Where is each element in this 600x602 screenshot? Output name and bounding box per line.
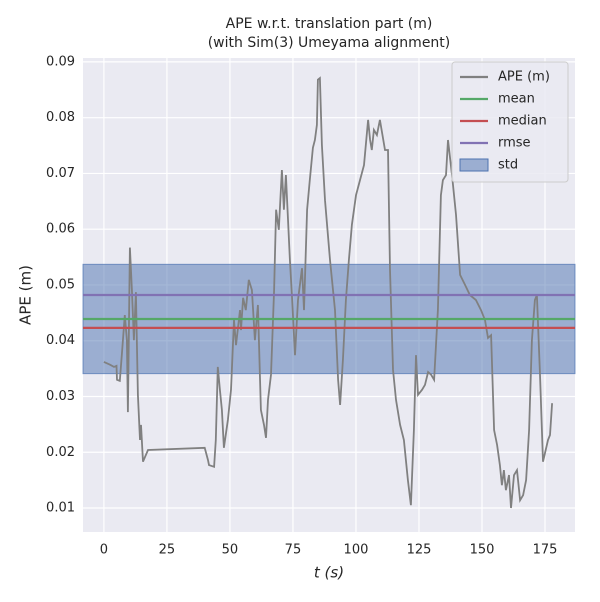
x-tick-label: 50: [222, 543, 239, 558]
y-tick-label: 0.08: [46, 110, 75, 125]
y-tick-label: 0.04: [46, 333, 75, 348]
y-tick-label: 0.07: [46, 166, 75, 181]
y-tick-label: 0.09: [46, 54, 75, 69]
legend-label: mean: [498, 92, 535, 107]
y-tick-label: 0.05: [46, 277, 75, 292]
x-tick-label: 100: [344, 543, 369, 558]
legend-label: APE (m): [498, 70, 550, 85]
legend-label: median: [498, 114, 547, 129]
legend: APE (m) mean median rmse std: [451, 61, 569, 183]
x-tick-label: 150: [470, 543, 495, 558]
x-tick-label: 25: [159, 543, 176, 558]
x-tick-label: 125: [407, 543, 432, 558]
ape-line: [103, 76, 553, 509]
y-tick-label: 0.03: [46, 389, 75, 404]
y-tick-label: 0.06: [46, 222, 75, 237]
chart-title: APE w.r.t. translation part (m): [226, 16, 433, 32]
legend-label: std: [498, 158, 518, 173]
legend-box: [451, 61, 569, 183]
y-tick-label: 0.02: [46, 445, 75, 460]
x-tick-label: 0: [100, 543, 108, 558]
legend-swatch: [459, 158, 489, 172]
x-tick-label: 175: [533, 543, 558, 558]
chart-subtitle: (with Sim(3) Umeyama alignment): [208, 35, 451, 51]
y-tick-label: 0.01: [46, 501, 75, 516]
x-tick-label: 75: [285, 543, 302, 558]
y-axis-label: APE (m): [17, 265, 35, 325]
legend-label: rmse: [498, 136, 531, 151]
x-axis-label: t (s): [314, 564, 344, 582]
